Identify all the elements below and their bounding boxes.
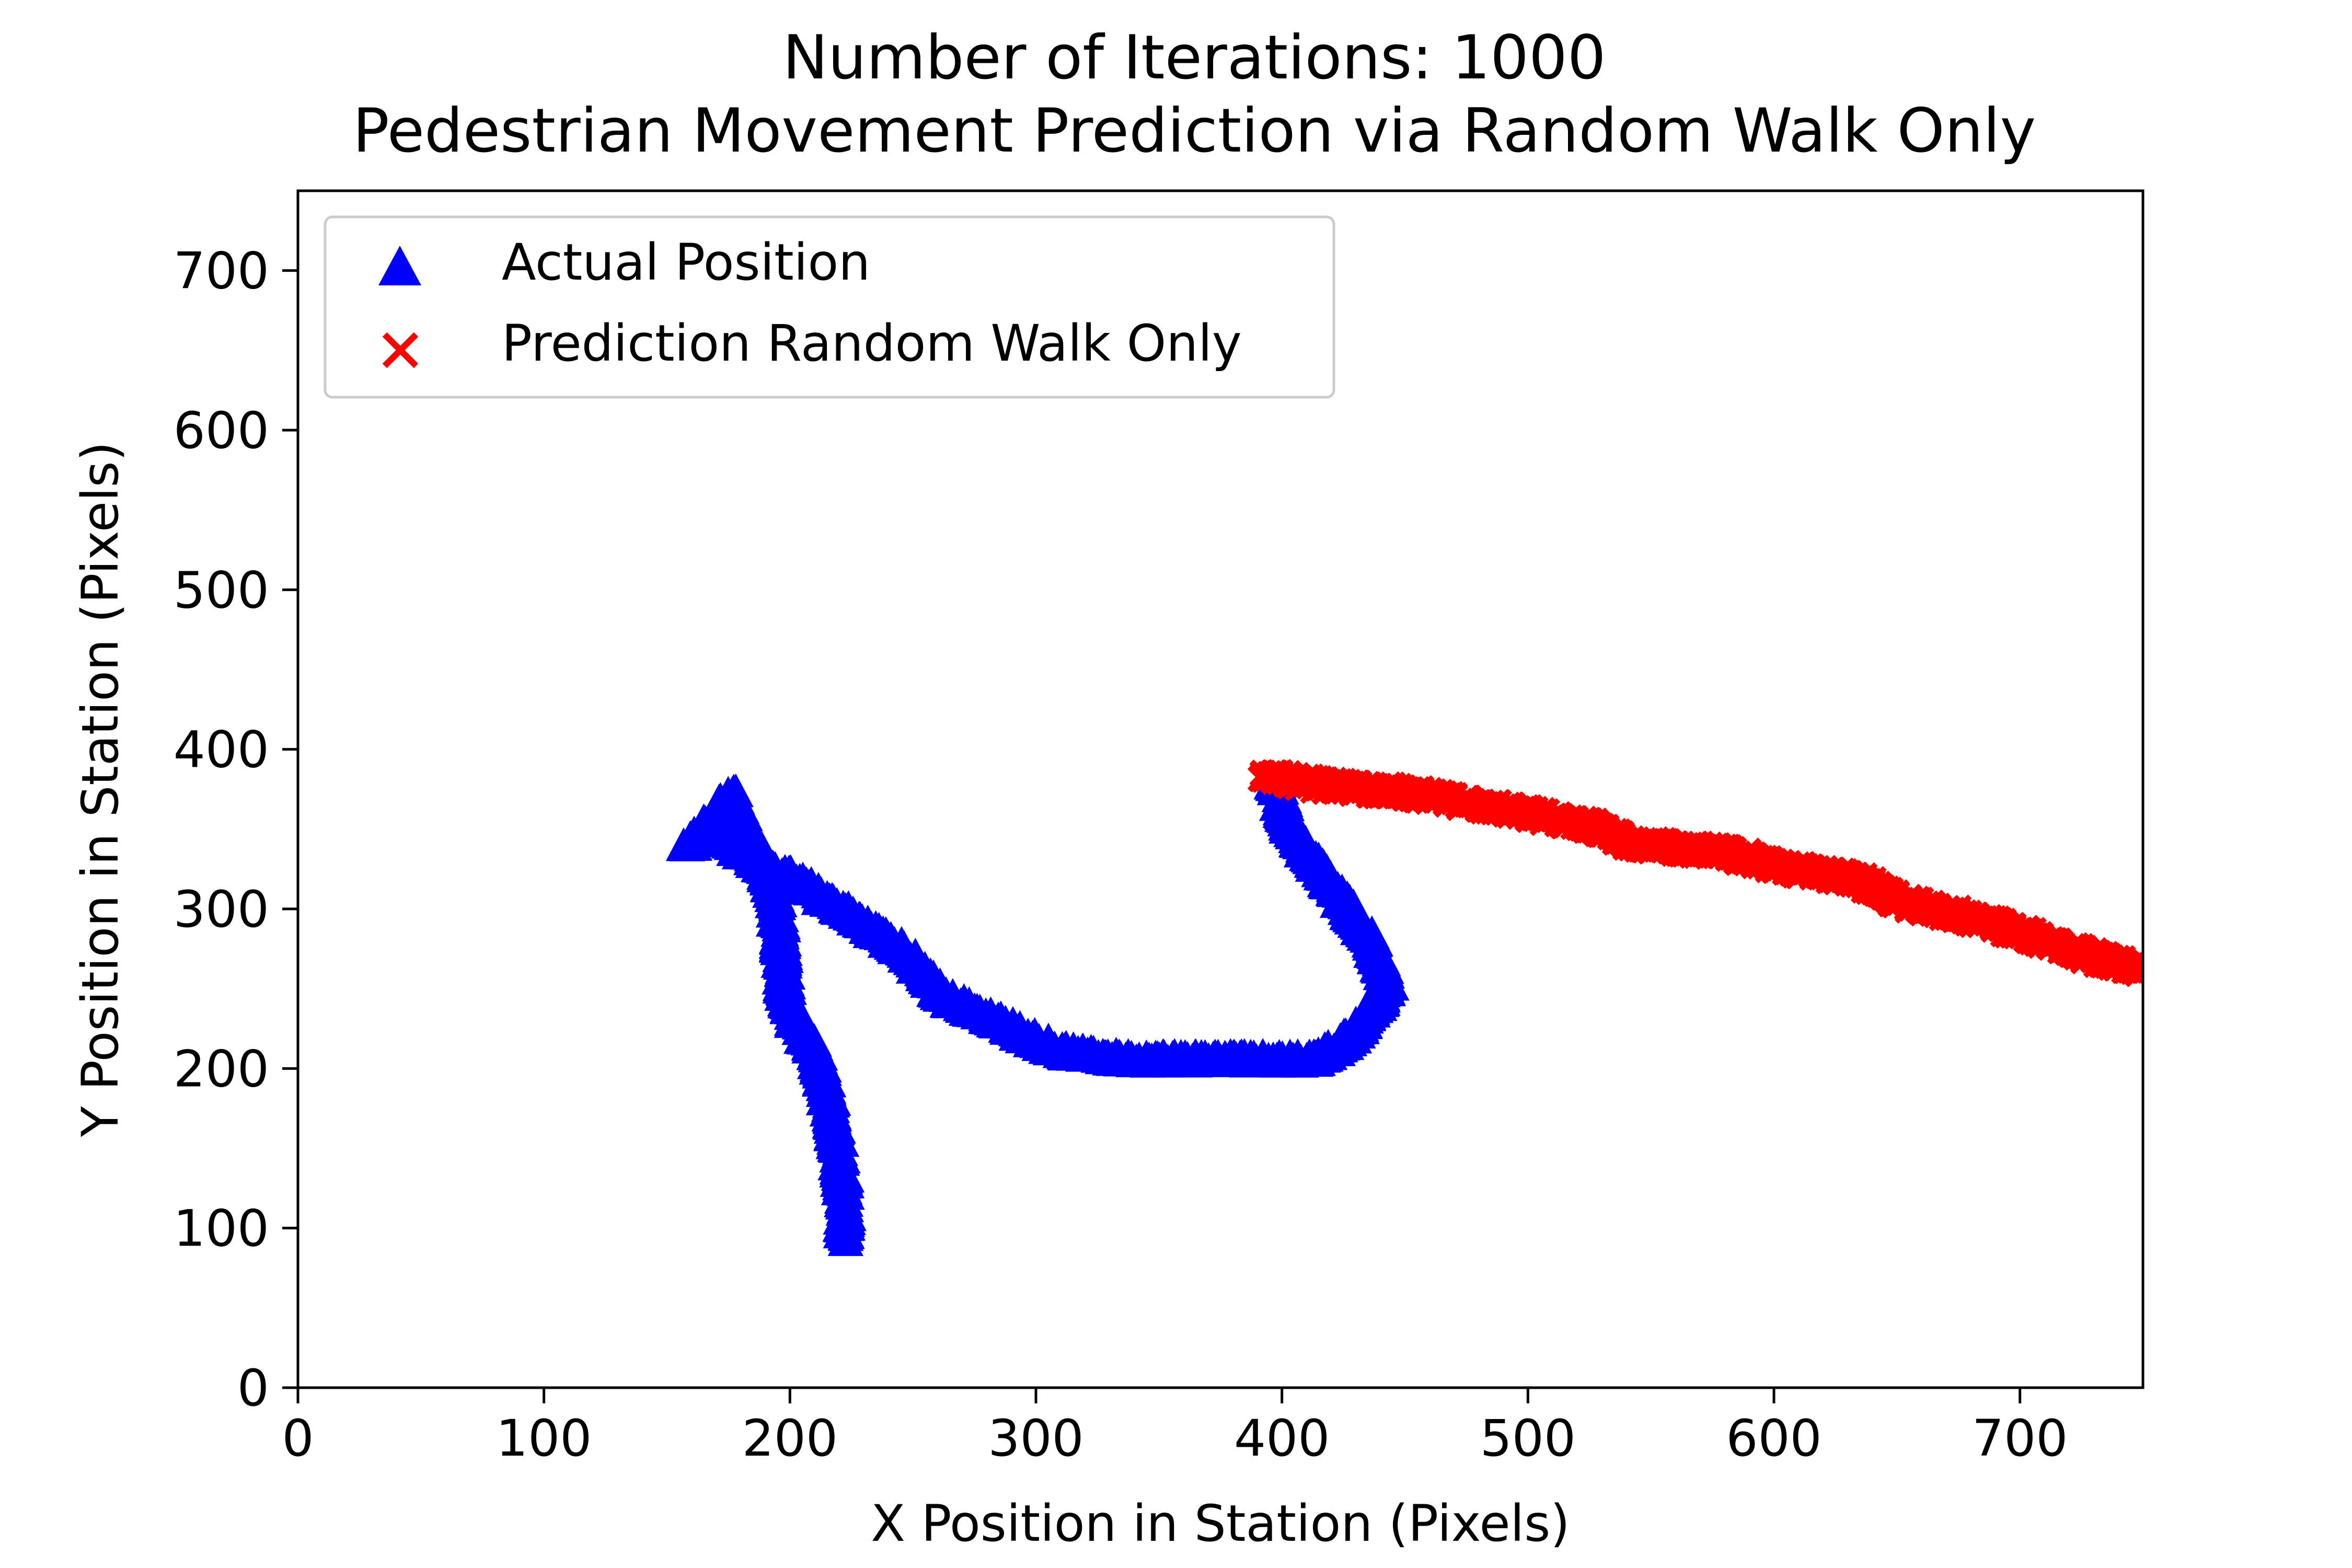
y-tick-label: 0 bbox=[237, 1359, 269, 1417]
chart-title-line-1: Number of Iterations: 1000 bbox=[782, 22, 1606, 93]
y-axis-ticks: 0 100 200 300 400 500 600 700 bbox=[174, 242, 298, 1417]
series-prediction bbox=[1247, 759, 2143, 987]
x-tick-label: 100 bbox=[496, 1409, 592, 1468]
x-axis-label: X Position in Station (Pixels) bbox=[871, 1494, 1570, 1553]
legend: Actual Position Prediction Random Walk O… bbox=[324, 215, 1335, 399]
legend-box bbox=[324, 215, 1335, 399]
legend-actual-position-label: Actual Position bbox=[502, 233, 870, 292]
y-tick-label: 600 bbox=[174, 401, 269, 460]
x-tick-label: 200 bbox=[742, 1409, 838, 1468]
legend-prediction-marker bbox=[382, 332, 419, 368]
y-axis-label: Y Position in Station (Pixels) bbox=[71, 442, 130, 1137]
legend-prediction-label: Prediction Random Walk Only bbox=[502, 314, 1242, 373]
y-tick-label: 700 bbox=[174, 242, 269, 301]
prediction-point bbox=[2127, 950, 2143, 977]
x-tick-label: 300 bbox=[988, 1409, 1083, 1468]
plot-frame bbox=[296, 189, 2145, 1389]
plot-area bbox=[665, 759, 2143, 1256]
plot-marks bbox=[665, 759, 2143, 1256]
chart-title-line-2: Pedestrian Movement Prediction via Rando… bbox=[353, 96, 2036, 166]
y-tick-label: 300 bbox=[174, 880, 269, 939]
x-tick-label: 700 bbox=[1972, 1409, 2068, 1468]
x-tick-label: 600 bbox=[1726, 1409, 1821, 1468]
legend-actual-position-marker bbox=[378, 246, 421, 285]
y-tick-label: 100 bbox=[174, 1200, 269, 1258]
x-tick-label: 0 bbox=[282, 1409, 314, 1468]
y-tick-label: 400 bbox=[174, 721, 269, 779]
x-axis-ticks: 0 100 200 300 400 500 600 700 bbox=[282, 1388, 2068, 1468]
series-actual-position bbox=[665, 763, 1410, 1256]
y-tick-label: 200 bbox=[174, 1040, 269, 1098]
chart-title: Number of Iterations: 1000 Pedestrian Mo… bbox=[353, 22, 2036, 166]
x-tick-label: 400 bbox=[1234, 1409, 1330, 1468]
x-tick-label: 500 bbox=[1480, 1409, 1576, 1468]
y-tick-label: 500 bbox=[174, 561, 269, 619]
